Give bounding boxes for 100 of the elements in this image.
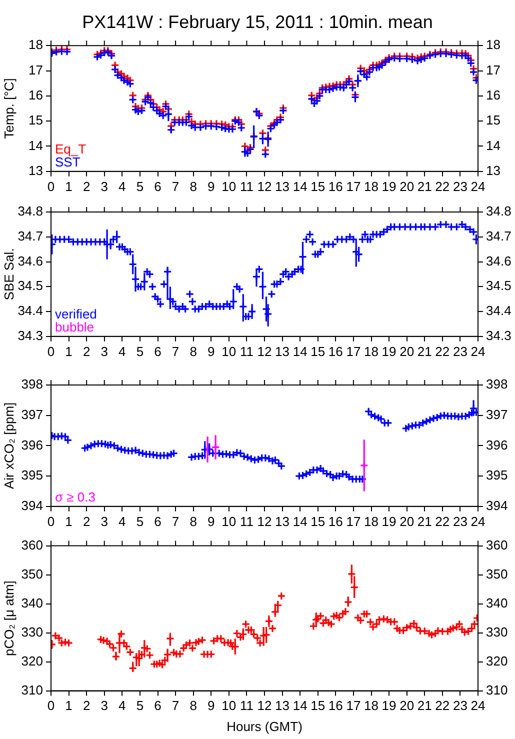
y2-tick-label: 17 [486, 62, 500, 78]
x-tick-label: 7 [172, 178, 180, 194]
x-tick-label: 4 [118, 178, 126, 194]
y2-tick-label: 395 [486, 468, 508, 483]
x-tick-label: 5 [136, 514, 144, 529]
y2-tick-label: 34.7 [486, 228, 512, 244]
y2-tick-label: 320 [486, 653, 508, 668]
y2-tick-label: 340 [486, 595, 508, 610]
x-tick-label: 13 [275, 178, 290, 194]
x-tick-label: 9 [208, 178, 215, 194]
x-tick-label: 21 [417, 698, 432, 714]
x-tick-label: 15 [310, 178, 326, 194]
text: verified [55, 306, 97, 322]
x-tick-label: 0 [47, 514, 55, 529]
x-tick-label: 11 [240, 344, 254, 359]
x-tick-label: 12 [257, 514, 272, 529]
x-tick-label: 17 [346, 698, 361, 714]
x-tick-label: 5 [136, 178, 144, 194]
y2-tick-label: 398 [486, 376, 508, 392]
x-tick-label: 2 [82, 698, 90, 714]
x-tick-label: 8 [190, 698, 197, 714]
x-tick-label: 20 [400, 514, 414, 529]
x-tick-label: 24 [470, 698, 486, 714]
x-tick-label: 19 [382, 514, 396, 529]
y-axis-title: SBE Sal. [1, 248, 16, 300]
y-tick-label: 330 [21, 624, 43, 640]
y2-tick-label: 34.3 [486, 328, 512, 343]
y-tick-label: 15 [28, 112, 43, 128]
x-tick-label: 1 [65, 698, 72, 714]
text: Eq_T [55, 141, 86, 156]
x-tick-label: 16 [328, 698, 343, 714]
y2-tick-label: 34.5 [486, 278, 512, 294]
y-axis-title: Air xCO₂ [ppm] [1, 402, 16, 490]
x-tick-label: 6 [154, 698, 162, 714]
x-tick-label: 22 [435, 178, 450, 194]
x-tick-label: 3 [100, 698, 108, 714]
x-tick-label: 10 [222, 344, 236, 359]
x-tick-label: 21 [417, 178, 432, 194]
x-tick-label: 2 [82, 514, 90, 529]
x-tick-label: 3 [100, 514, 108, 529]
x-tick-label: 24 [470, 514, 486, 529]
x-tick-label: 4 [118, 698, 126, 714]
x-tick-label: 19 [382, 344, 396, 359]
y-tick-label: 340 [21, 595, 43, 610]
x-tick-label: 15 [310, 514, 326, 529]
x-tick-label: 20 [400, 178, 414, 194]
x-tick-label: 3 [100, 344, 108, 359]
x-tick-label: 23 [452, 514, 468, 529]
x-tick-label: 22 [435, 514, 450, 529]
y-tick-label: 320 [21, 653, 43, 668]
x-tick-label: 17 [346, 178, 361, 194]
y2-tick-label: 18 [486, 37, 500, 52]
x-tick-label: 12 [257, 344, 272, 359]
x-tick-label: 18 [364, 514, 378, 529]
y-tick-label: 34.7 [18, 228, 43, 244]
y-tick-label: 398 [21, 376, 43, 392]
x-tick-label: 0 [47, 178, 55, 194]
x-tick-label: 11 [240, 178, 254, 194]
x-tick-label: 24 [470, 344, 486, 359]
y-tick-label: 397 [21, 406, 43, 422]
y-tick-label: 34.6 [18, 253, 43, 268]
y2-tick-label: 15 [486, 112, 500, 128]
x-tick-label: 12 [257, 178, 272, 194]
y-tick-label: 17 [28, 62, 43, 78]
x-tick-label: 22 [435, 344, 450, 359]
y-tick-label: 310 [21, 682, 43, 698]
x-tick-label: 18 [364, 344, 378, 359]
x-tick-label: 17 [346, 514, 361, 529]
x-tick-label: 1 [65, 178, 72, 194]
y-tick-label: 360 [21, 537, 43, 552]
x-tick-label: 13 [275, 514, 290, 529]
x-tick-label: 1 [65, 344, 72, 359]
y2-tick-label: 14 [486, 138, 500, 153]
y-tick-label: 34.5 [18, 278, 43, 294]
x-tick-label: 9 [208, 344, 215, 359]
x-tick-label: 16 [328, 178, 343, 194]
x-tick-label: 12 [257, 698, 272, 714]
x-tick-label: 10 [222, 698, 236, 714]
x-tick-label: 23 [452, 698, 468, 714]
x-tick-label: 22 [435, 698, 450, 714]
x-tick-label: 6 [154, 178, 162, 194]
x-tick-label: 15 [310, 344, 326, 359]
y2-tick-label: 13 [486, 162, 500, 178]
y-tick-label: 16 [28, 88, 43, 102]
text: σ ≥ 0.3 [55, 489, 96, 504]
y-tick-label: 394 [21, 498, 43, 513]
y2-tick-label: 396 [486, 437, 508, 452]
x-tick-label: 19 [382, 698, 396, 714]
x-tick-label: 15 [310, 698, 326, 714]
y-tick-label: 34.3 [18, 328, 43, 343]
x-tick-label: 9 [208, 514, 215, 529]
x-tick-label: 0 [47, 698, 55, 714]
x-tick-label: 14 [292, 698, 308, 714]
x-tick-label: 20 [400, 344, 414, 359]
x-tick-label: 6 [154, 344, 162, 359]
x-tick-label: 8 [190, 344, 197, 359]
y2-tick-label: 310 [486, 682, 508, 698]
y2-tick-label: 34.6 [486, 253, 512, 268]
y-tick-label: 34.4 [18, 303, 43, 318]
chart-title: PX141W : February 15, 2011 : 10min. mean [82, 12, 433, 32]
